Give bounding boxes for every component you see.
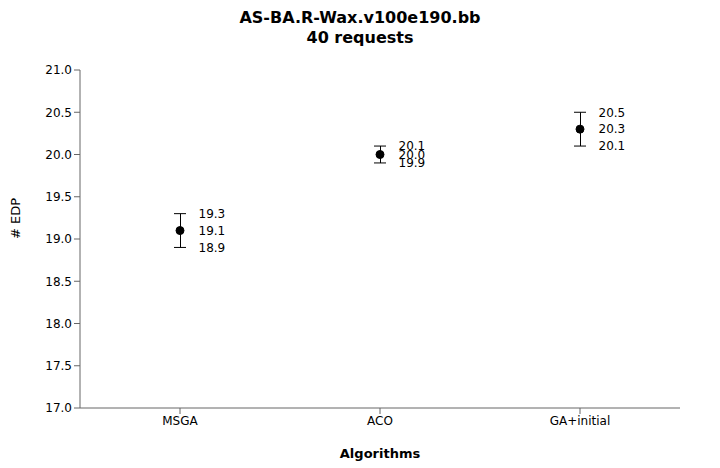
svg-text:20.0: 20.0 <box>399 148 426 162</box>
svg-text:19.5: 19.5 <box>45 190 72 204</box>
svg-text:GA+initial: GA+initial <box>550 414 611 428</box>
svg-text:18.9: 18.9 <box>199 241 226 255</box>
svg-text:20.1: 20.1 <box>599 139 626 153</box>
svg-text:19.3: 19.3 <box>199 207 226 221</box>
svg-text:20.0: 20.0 <box>45 148 72 162</box>
html-text:40 requests: 40 requests <box>306 28 414 47</box>
svg-text:20.1: 20.1 <box>398 139 426 154</box>
html-text:AS-BA.R-Wax.v100e190.bb: AS-BA.R-Wax.v100e190.bb <box>239 8 481 27</box>
svg-text:18.5: 18.5 <box>45 275 72 289</box>
svg-text:ACO: ACO <box>367 414 393 428</box>
svg-text:21.0: 21.0 <box>45 63 72 77</box>
svg-text:18.0: 18.0 <box>45 317 72 331</box>
svg-text:20.5: 20.5 <box>45 106 72 120</box>
svg-text:# EDP: # EDP <box>8 198 23 239</box>
svg-text:MSGA: MSGA <box>162 414 198 428</box>
svg-text:19.1: 19.1 <box>199 224 226 238</box>
svg-text:20.3: 20.3 <box>599 122 626 136</box>
svg-text:17.5: 17.5 <box>45 359 72 373</box>
svg-text:Algorithms: Algorithms <box>340 446 421 461</box>
svg-text:19.0: 19.0 <box>45 232 72 246</box>
svg-text:20.5: 20.5 <box>599 106 626 120</box>
svg-text:17.0: 17.0 <box>45 401 72 415</box>
svg-text:19.9: 19.9 <box>398 156 426 171</box>
